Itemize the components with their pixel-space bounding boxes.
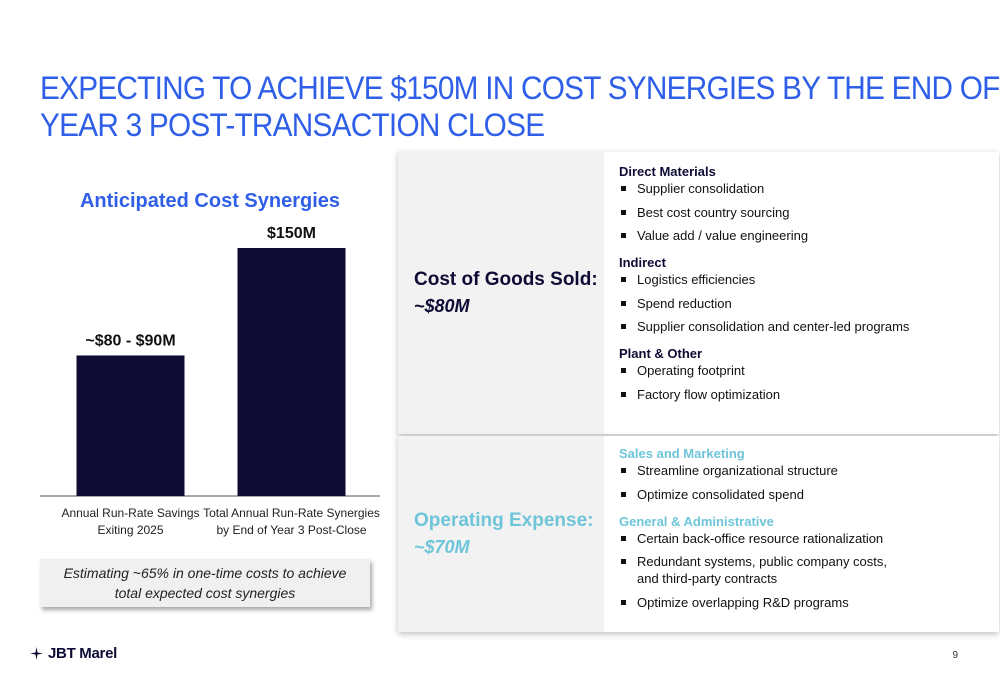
category-label: by End of Year 3 Post-Close (216, 523, 366, 537)
note-line-1: Estimating ~65% in one-time costs to ach… (63, 565, 347, 581)
bullet-item: Best cost country sourcing (619, 204, 999, 221)
bullet-item: Logistics efficiencies (619, 271, 999, 288)
bullet-item: Supplier consolidation (619, 180, 999, 197)
cogs-detail-list: Direct Materials Supplier consolidation Be… (619, 163, 999, 413)
cogs-group-title: Indirect (619, 255, 666, 270)
bullet-item: Supplier consolidation and center-led pr… (619, 318, 999, 335)
cogs-bullet-list: Operating footprint Factory flow optimiza… (619, 362, 999, 403)
opex-bullet-list: Certain back-office resource rationaliza… (619, 530, 999, 611)
bullet-item: Certain back-office resource rationaliza… (619, 530, 999, 547)
cogs-group: Indirect Logistics efficiencies Spend redu… (619, 254, 999, 335)
opex-summary: Operating Expense: ~$70M (398, 436, 604, 632)
page-number: 9 (952, 650, 958, 661)
bullet-item: Optimize consolidated spend (619, 486, 999, 503)
bullet-item: Spend reduction (619, 295, 999, 312)
cogs-bullet-list: Logistics efficiencies Spend reduction Sup… (619, 271, 999, 335)
cogs-group-title: Plant & Other (619, 346, 703, 361)
opex-panel: Operating Expense: ~$70M Sales and Marke… (398, 436, 999, 632)
cogs-bullet-list: Supplier consolidation Best cost country … (619, 180, 999, 244)
slide-title-line-2: YEAR 3 POST-TRANSACTION CLOSE (40, 107, 545, 143)
cogs-amount: ~$80M (414, 296, 470, 316)
opex-group: Sales and Marketing Streamline organizati… (619, 445, 999, 503)
logo-text: JBT Marel (48, 645, 117, 662)
bullet-item: Factory flow optimization (619, 386, 999, 403)
cogs-group: Plant & Other Operating footprint Factory … (619, 345, 999, 403)
bullet-item: Optimize overlapping R&D programs (619, 594, 999, 611)
bullet-item: Redundant systems, public company costs,… (619, 553, 999, 587)
slide-title: EXPECTING TO ACHIEVE $150M IN COST SYNER… (40, 70, 1000, 144)
cogs-panel: Cost of Goods Sold: ~$80M Direct Materia… (398, 152, 999, 434)
bar-value-label: ~$80 - $90M (85, 332, 175, 349)
bar-1 (237, 248, 346, 496)
cogs-group: Direct Materials Supplier consolidation Be… (619, 163, 999, 244)
cogs-summary: Cost of Goods Sold: ~$80M (398, 152, 604, 434)
note-line-2: total expected cost synergies (114, 585, 296, 601)
category-label: Annual Run-Rate Savings (61, 506, 199, 520)
opex-group-title: General & Administrative (619, 513, 774, 529)
bar-value-label: $150M (267, 225, 316, 242)
category-label: Total Annual Run-Rate Synergies (203, 506, 380, 520)
opex-heading: Operating Expense: (414, 510, 594, 531)
opex-group-title: Sales and Marketing (619, 446, 745, 461)
chart-title: Anticipated Cost Synergies (79, 190, 341, 212)
cogs-heading: Cost of Goods Sold: (414, 269, 598, 290)
opex-group: General & Administrative Certain back-off… (619, 513, 999, 611)
bullet-item: Operating footprint (619, 362, 999, 379)
category-label: Exiting 2025 (97, 523, 163, 537)
cost-synergies-bar-chart: ~$80 - $90M Annual Run-Rate Savings Exitin… (40, 225, 380, 537)
jbt-marel-star-icon (30, 647, 43, 660)
bullet-item: Streamline organizational structure (619, 462, 999, 479)
opex-amount: ~$70M (414, 537, 470, 557)
one-time-costs-note: Estimating ~65% in one-time costs to ach… (40, 559, 370, 607)
opex-bullet-list: Streamline organizational structure Optim… (619, 462, 999, 503)
company-logo: JBT Marel (30, 645, 117, 662)
slide-title-line-1: EXPECTING TO ACHIEVE $150M IN COST SYNER… (40, 70, 1000, 106)
cogs-group-title: Direct Materials (619, 164, 716, 179)
bullet-item: Value add / value engineering (619, 227, 999, 244)
opex-detail-list: Sales and Marketing Streamline organizati… (619, 445, 999, 621)
bar-0 (76, 355, 185, 496)
